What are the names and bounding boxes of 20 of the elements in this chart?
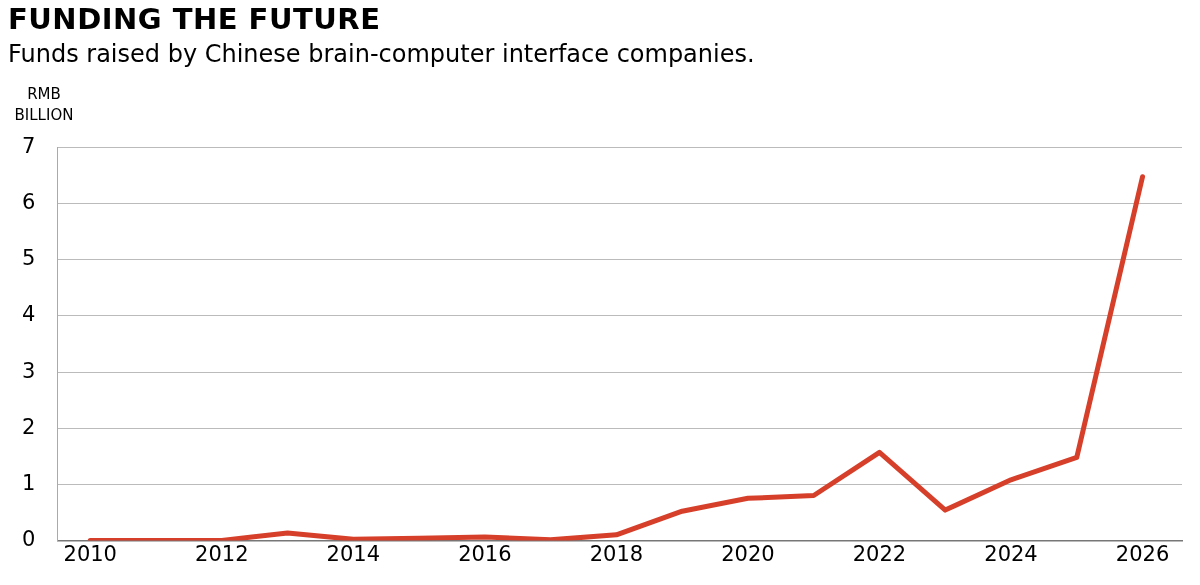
x-tick-label: 2010 bbox=[63, 542, 117, 567]
x-tick-label: 2016 bbox=[458, 542, 512, 567]
y-tick-label: 7 bbox=[21, 134, 36, 159]
y-tick-label: 5 bbox=[21, 246, 36, 271]
y-tick-label: 1 bbox=[21, 470, 36, 495]
y-tick-label: 4 bbox=[21, 302, 36, 327]
y-axis-title: RMB BILLION bbox=[13, 84, 75, 126]
x-tick-label: 2020 bbox=[721, 542, 775, 567]
chart-subtitle: Funds raised by Chinese brain-computer interface companies. bbox=[8, 40, 755, 68]
x-tick-label: 2026 bbox=[1115, 542, 1170, 567]
x-tick-label: 2014 bbox=[326, 542, 381, 567]
x-tick-label: 2012 bbox=[195, 542, 249, 567]
y-tick-label: 6 bbox=[21, 190, 36, 215]
x-tick-label: 2024 bbox=[984, 542, 1038, 567]
chart-title: FUNDING THE FUTURE bbox=[8, 2, 381, 36]
y-tick-label: 2 bbox=[21, 414, 36, 439]
y-tick-label: 0 bbox=[21, 526, 36, 551]
x-tick-label: 2022 bbox=[852, 542, 907, 567]
y-tick-label: 3 bbox=[21, 358, 36, 383]
x-tick-label: 2018 bbox=[589, 542, 644, 567]
